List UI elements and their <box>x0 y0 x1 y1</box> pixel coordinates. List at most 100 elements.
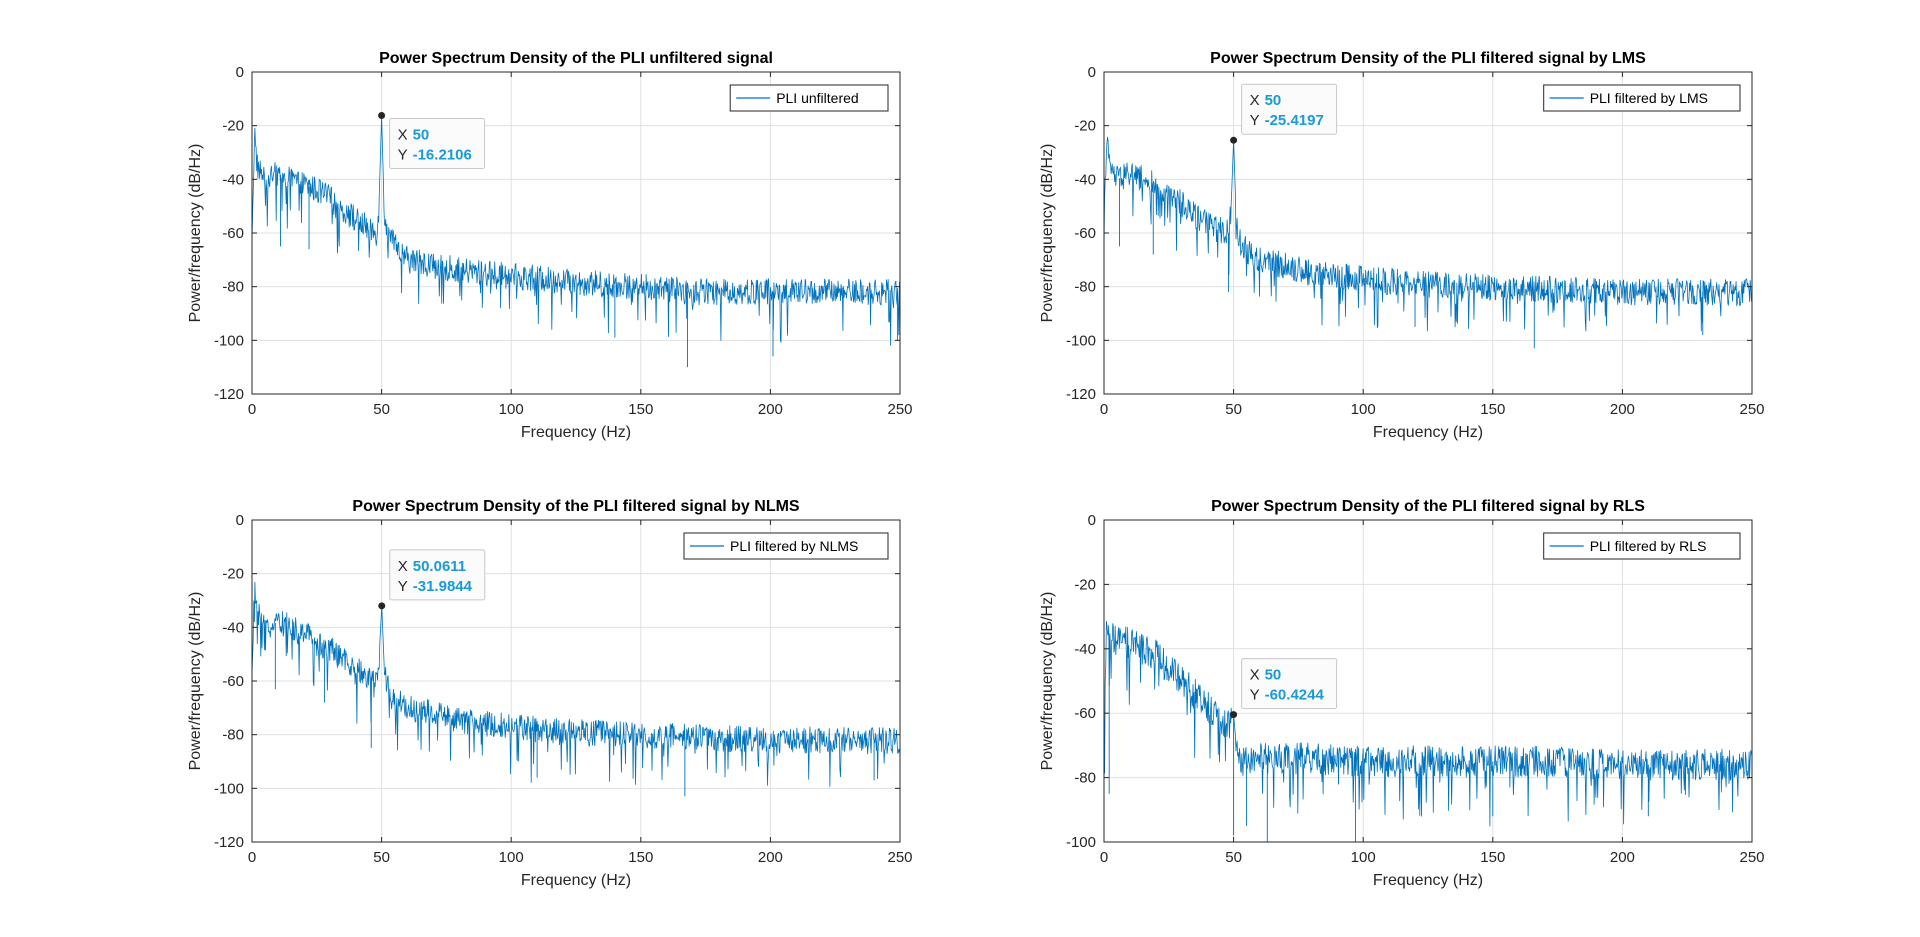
x-tick-label: 0 <box>248 849 256 866</box>
chart-title: Power Spectrum Density of the PLI filter… <box>1210 50 1646 67</box>
datatip-y-label: Y <box>398 578 408 595</box>
datatip-box <box>389 117 486 169</box>
datatip-marker <box>378 602 386 610</box>
datatip[interactable]: X 50.0611 Y -31.9844 <box>378 549 486 610</box>
x-tick-label: 50 <box>373 849 390 866</box>
y-tick-label: -120 <box>1066 386 1096 403</box>
y-axis-label: Power/frequency (dB/Hz) <box>187 592 204 771</box>
series-line-pli-filtered-by-nlms <box>251 581 901 787</box>
y-tick-label: -40 <box>222 171 244 188</box>
x-tick-label: 50 <box>373 401 390 418</box>
x-tick-label: 200 <box>758 849 783 866</box>
plot-area <box>1104 520 1752 842</box>
datatip-y-value: -60.4244 <box>1265 687 1325 704</box>
y-tick-label: -40 <box>222 619 244 636</box>
legend[interactable]: PLI filtered by NLMS <box>683 532 889 560</box>
legend-label: PLI filtered by NLMS <box>730 538 858 554</box>
y-tick-label: 0 <box>1088 64 1096 81</box>
x-tick-label: 250 <box>887 401 912 418</box>
datatip-y-label: Y <box>1250 687 1260 704</box>
datatip-x-label: X <box>1250 92 1260 109</box>
x-tick-label: 250 <box>1739 849 1764 866</box>
x-tick-label: 100 <box>499 401 524 418</box>
y-tick-label: -80 <box>1074 279 1096 296</box>
chart-panel-4: 0 50 100 150 200 250 0 -20 -40 -60 -80 -100 Power Sp… <box>1039 498 1765 889</box>
datatip[interactable]: X 50 Y -60.4244 <box>1230 658 1338 719</box>
y-tick-label: -60 <box>222 673 244 690</box>
x-axis-label: Frequency (Hz) <box>1373 424 1483 441</box>
x-axis-label: Frequency (Hz) <box>1373 872 1483 889</box>
y-tick-label: -80 <box>1074 770 1096 787</box>
y-tick-label: -20 <box>1074 576 1096 593</box>
datatip-marker <box>378 111 386 119</box>
y-axis-label: Power/frequency (dB/Hz) <box>187 144 204 323</box>
x-tick-label: 150 <box>628 401 653 418</box>
x-tick-label: 250 <box>1739 401 1764 418</box>
chart-panel-2: 0 50 100 150 200 250 0 -20 -40 -60 -80 -100 -120 Powe… <box>1039 50 1765 441</box>
datatip-x-value: 50.0611 <box>413 558 466 575</box>
datatip-x-label: X <box>398 558 408 575</box>
datatip-x-value: 50 <box>1265 667 1282 684</box>
legend-label: PLI unfiltered <box>776 90 859 106</box>
y-tick-label: -20 <box>222 566 244 583</box>
x-tick-label: 0 <box>1100 401 1108 418</box>
y-tick-label: -20 <box>1074 118 1096 135</box>
datatip[interactable]: X 50 Y -25.4197 <box>1230 83 1338 144</box>
series-line-pli-filtered-by-rls <box>1103 620 1753 827</box>
chart-title: Power Spectrum Density of the PLI filter… <box>1211 498 1645 515</box>
x-tick-label: 200 <box>1610 849 1635 866</box>
x-tick-label: 100 <box>1351 849 1376 866</box>
y-tick-label: -100 <box>214 332 244 349</box>
x-tick-label: 0 <box>1100 849 1108 866</box>
y-tick-label: -100 <box>1066 834 1096 851</box>
datatip-box <box>389 549 486 601</box>
x-axis-label: Frequency (Hz) <box>521 424 631 441</box>
legend-label: PLI filtered by LMS <box>1590 90 1708 106</box>
y-tick-label: -60 <box>1074 225 1096 242</box>
x-tick-label: 50 <box>1225 849 1242 866</box>
x-tick-label: 50 <box>1225 401 1242 418</box>
y-tick-label: 0 <box>236 64 244 81</box>
legend[interactable]: PLI filtered by RLS <box>1543 532 1741 560</box>
y-tick-label: -20 <box>222 118 244 135</box>
legend-label: PLI filtered by RLS <box>1590 538 1707 554</box>
y-tick-label: -60 <box>1074 705 1096 722</box>
series-line-pli-unfiltered <box>251 115 901 346</box>
datatip-box <box>1241 658 1338 710</box>
axes-box <box>1103 519 1753 843</box>
datatip[interactable]: X 50 Y -16.2106 <box>378 111 486 169</box>
datatip-x-value: 50 <box>1265 92 1282 109</box>
y-tick-label: -60 <box>222 225 244 242</box>
y-tick-label: 0 <box>1088 512 1096 529</box>
y-tick-label: -80 <box>222 279 244 296</box>
y-tick-label: -100 <box>214 780 244 797</box>
datatip-y-value: -25.4197 <box>1265 112 1324 129</box>
x-axis-label: Frequency (Hz) <box>521 872 631 889</box>
y-tick-label: -120 <box>214 386 244 403</box>
datatip-y-value: -31.9844 <box>413 578 473 595</box>
y-tick-label: -120 <box>214 834 244 851</box>
legend[interactable]: PLI filtered by LMS <box>1543 84 1741 112</box>
chart-title: Power Spectrum Density of the PLI filter… <box>352 498 800 515</box>
chart-title: Power Spectrum Density of the PLI unfilt… <box>379 50 773 67</box>
x-tick-label: 150 <box>1480 849 1505 866</box>
datatip-x-value: 50 <box>413 126 430 143</box>
x-tick-label: 200 <box>758 401 783 418</box>
chart-panel-3: 0 50 100 150 200 250 0 -20 -40 -60 -80 -100 -120 Powe… <box>187 498 913 889</box>
series-line-pli-filtered-by-lms <box>1103 136 1753 332</box>
datatip-x-label: X <box>1250 667 1260 684</box>
datatip-x-label: X <box>398 126 408 143</box>
datatip-marker <box>1230 711 1238 719</box>
x-tick-label: 150 <box>1480 401 1505 418</box>
chart-panel-1: 0 50 100 150 200 250 0 -20 -40 -60 -80 -100 -120 Powe… <box>187 50 913 441</box>
y-tick-label: -100 <box>1066 332 1096 349</box>
legend[interactable]: PLI unfiltered <box>729 84 889 112</box>
y-tick-label: -40 <box>1074 641 1096 658</box>
x-tick-label: 250 <box>887 849 912 866</box>
y-axis-label: Power/frequency (dB/Hz) <box>1039 144 1056 323</box>
y-tick-label: -80 <box>222 727 244 744</box>
y-tick-label: 0 <box>236 512 244 529</box>
x-tick-label: 100 <box>499 849 524 866</box>
y-tick-label: -40 <box>1074 171 1096 188</box>
